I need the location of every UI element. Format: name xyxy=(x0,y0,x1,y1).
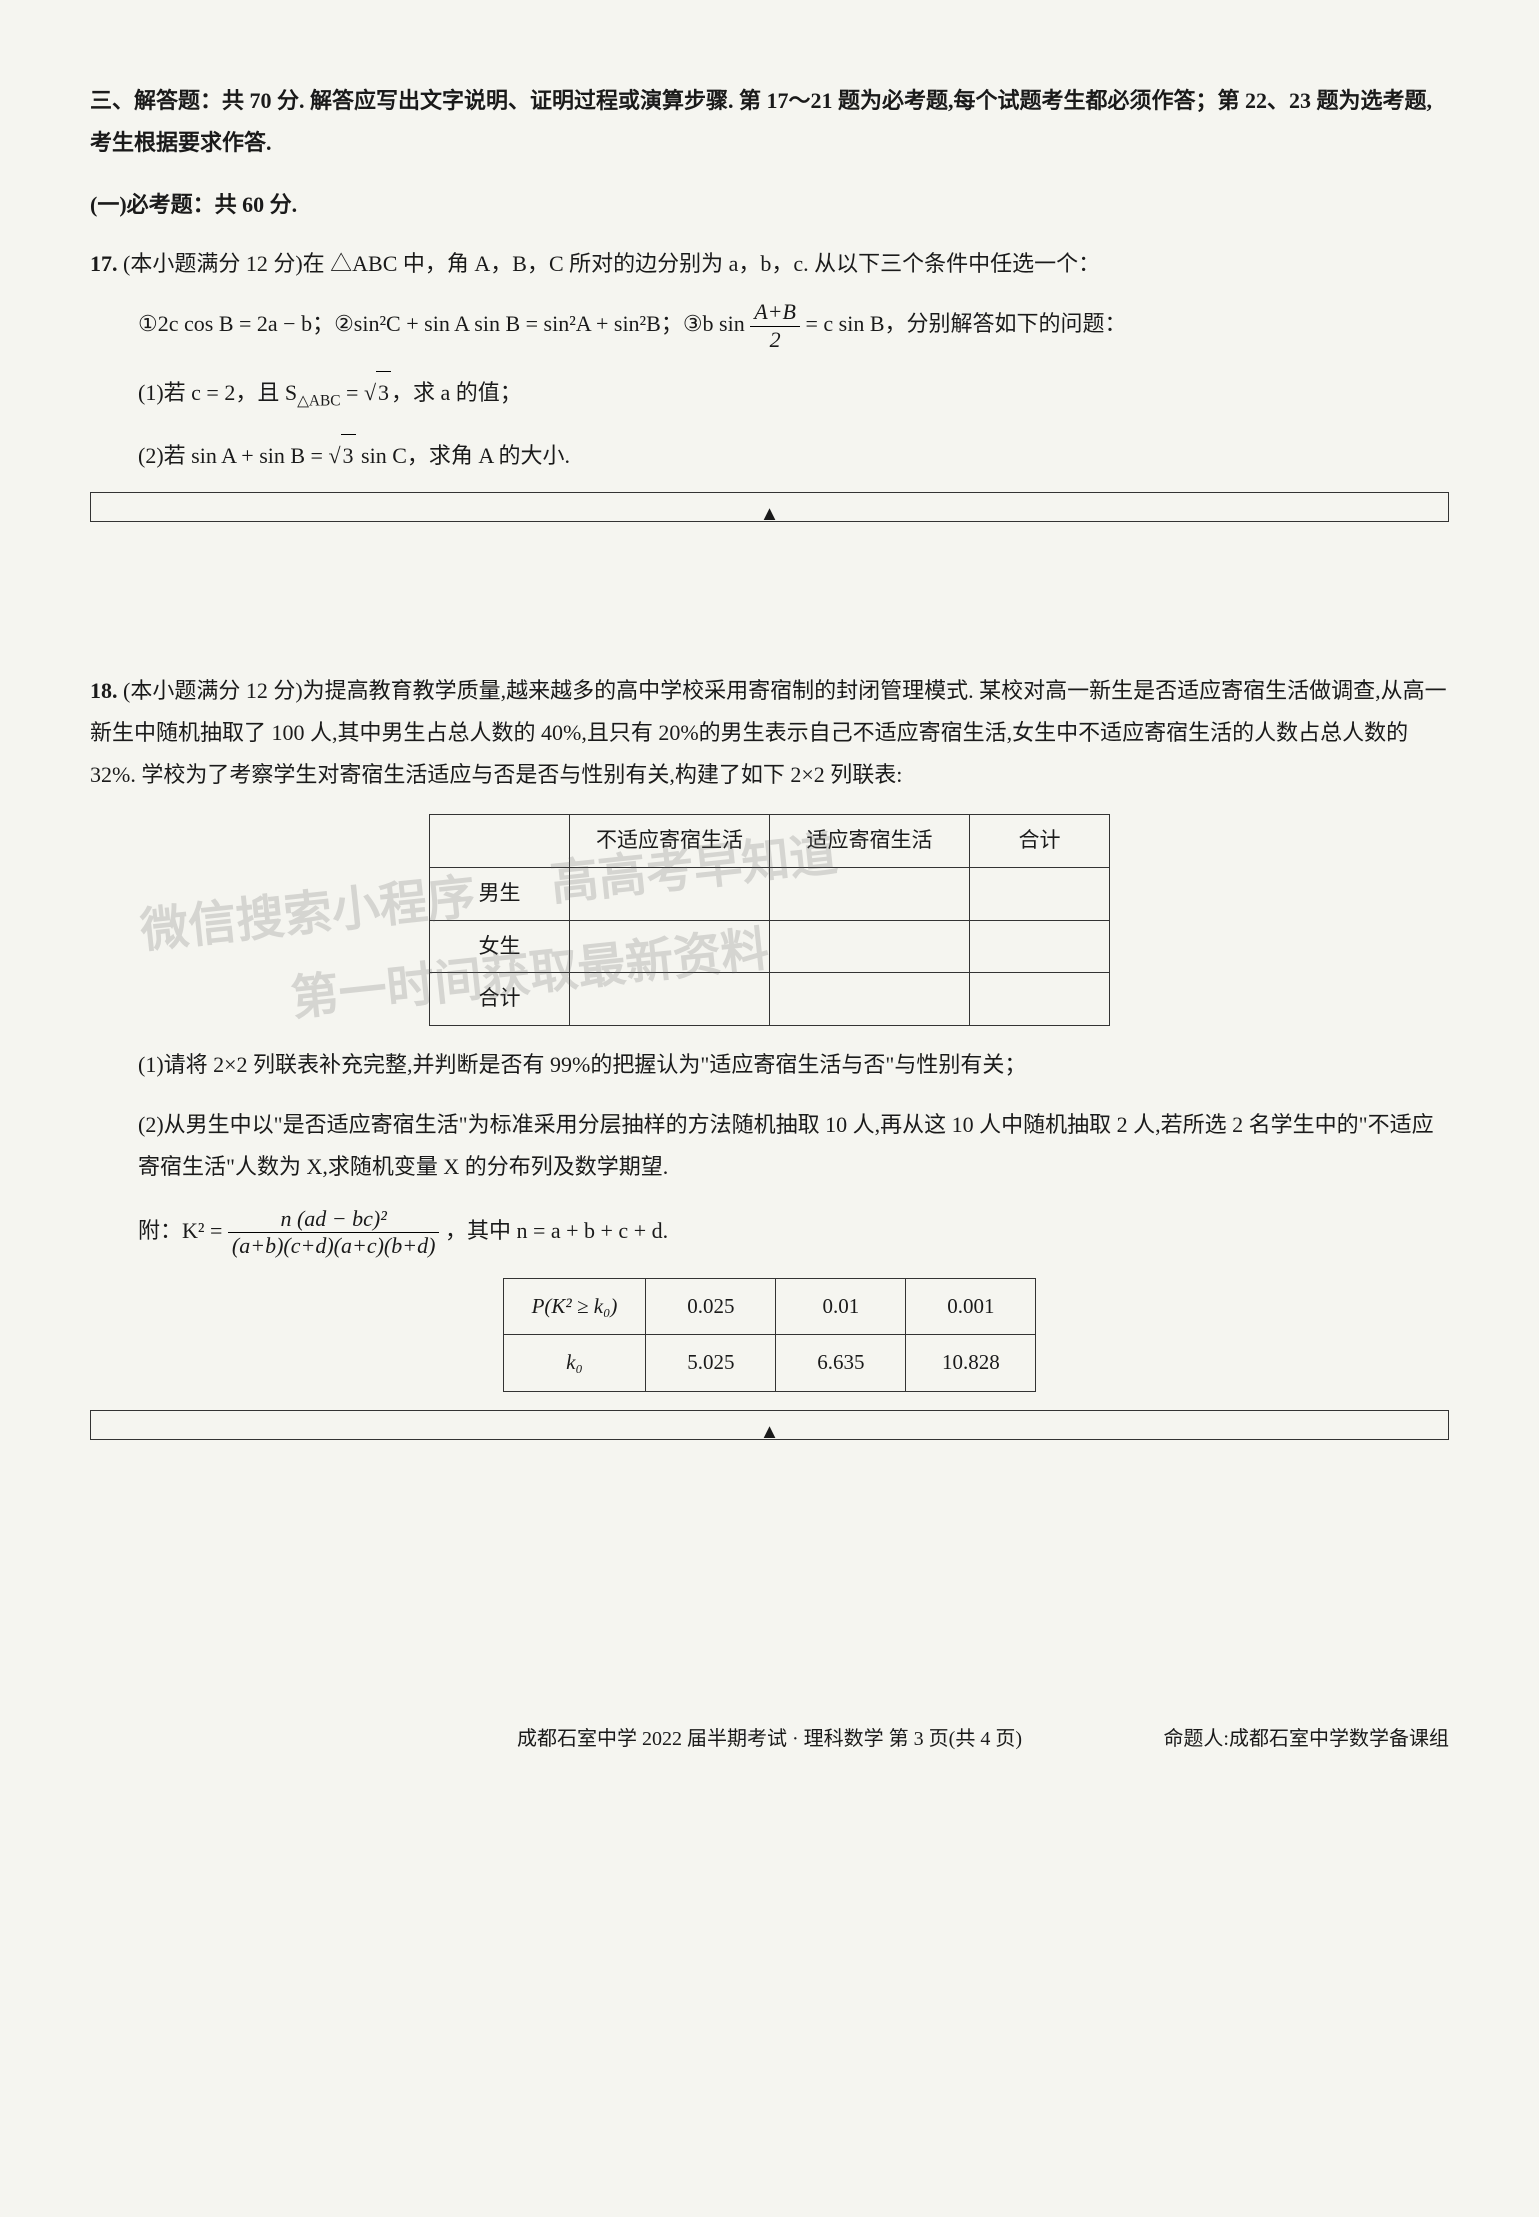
q17-sub2-sqrt: 3 xyxy=(341,434,356,477)
q18-formula-num: n (ad − bc)² xyxy=(228,1206,440,1233)
table-cell xyxy=(570,973,770,1026)
table-row: 男生 xyxy=(430,867,1110,920)
table-cell: 0.01 xyxy=(776,1278,906,1335)
q18-formula-prefix: 附：K² = xyxy=(138,1218,228,1243)
q17-cond-suffix: = c sin B，分别解答如下的问题： xyxy=(805,311,1126,336)
q17-sub2-suffix: sin C，求角 A 的大小. xyxy=(356,443,571,468)
table-cell: 10.828 xyxy=(906,1335,1036,1392)
table-cell: k₀ xyxy=(503,1335,646,1392)
table-cell xyxy=(570,867,770,920)
table-cell: 5.025 xyxy=(646,1335,776,1392)
q17-sub2-prefix: (2)若 sin A + sin B = xyxy=(138,443,328,468)
q17-sub1-sub: △ABC xyxy=(297,392,340,409)
table-cell xyxy=(970,973,1110,1026)
table-cell xyxy=(970,867,1110,920)
q17-number: 17. xyxy=(90,251,118,276)
table-cell: 0.001 xyxy=(906,1278,1036,1335)
question-17: 17. (本小题满分 12 分)在 △ABC 中，角 A，B，C 所对的边分别为… xyxy=(90,243,1449,476)
section-3-header: 三、解答题：共 70 分. 解答应写出文字说明、证明过程或演算步骤. 第 17～… xyxy=(90,80,1449,164)
answer-box-17 xyxy=(90,492,1449,522)
footer-right: 命题人:成都石室中学数学备课组 xyxy=(1163,1720,1449,1758)
footer-center: 成都石室中学 2022 届半期考试 · 理科数学 第 3 页(共 4 页) xyxy=(517,1728,1022,1750)
q18-formula-den: (a+b)(c+d)(a+c)(b+d) xyxy=(228,1233,440,1259)
table-cell: 适应寄宿生活 xyxy=(770,814,970,867)
table-row: 女生 xyxy=(430,920,1110,973)
table-cell xyxy=(970,920,1110,973)
table-cell: P(K² ≥ k₀) xyxy=(503,1278,646,1335)
q18-formula-suffix: ，其中 n = a + b + c + d. xyxy=(445,1218,668,1243)
table-row: P(K² ≥ k₀) 0.025 0.01 0.001 xyxy=(503,1278,1036,1335)
table-cell: 合计 xyxy=(430,973,570,1026)
q17-frac-den: 2 xyxy=(750,327,800,353)
subsection-required: (一)必考题：共 60 分. xyxy=(90,184,1449,226)
q18-intro: (本小题满分 12 分)为提高教育教学质量,越来越多的高中学校采用寄宿制的封闭管… xyxy=(90,678,1447,787)
table-cell: 男生 xyxy=(430,867,570,920)
table-cell: 0.025 xyxy=(646,1278,776,1335)
q18-formula: 附：K² = n (ad − bc)² (a+b)(c+d)(a+c)(b+d)… xyxy=(90,1206,1449,1260)
table-cell xyxy=(430,814,570,867)
table-cell: 不适应寄宿生活 xyxy=(570,814,770,867)
table-cell xyxy=(770,920,970,973)
table-row: k₀ 5.025 6.635 10.828 xyxy=(503,1335,1036,1392)
q17-conditions: ①2c cos B = 2a − b；②sin²C + sin A sin B … xyxy=(90,299,1449,353)
table-cell xyxy=(570,920,770,973)
table-cell xyxy=(770,973,970,1026)
table-row: 不适应寄宿生活 适应寄宿生活 合计 xyxy=(430,814,1110,867)
question-18: 18. (本小题满分 12 分)为提高教育教学质量,越来越多的高中学校采用寄宿制… xyxy=(90,670,1449,1392)
q17-intro: (本小题满分 12 分)在 △ABC 中，角 A，B，C 所对的边分别为 a，b… xyxy=(123,251,1100,276)
table-row: 合计 xyxy=(430,973,1110,1026)
q17-sub1-mid: = xyxy=(341,380,364,405)
table-cell xyxy=(770,867,970,920)
q18-sub1: (1)请将 2×2 列联表补充完整,并判断是否有 99%的把握认为"适应寄宿生活… xyxy=(90,1044,1449,1086)
page-footer: 成都石室中学 2022 届半期考试 · 理科数学 第 3 页(共 4 页) 命题… xyxy=(90,1720,1449,1758)
table-cell: 6.635 xyxy=(776,1335,906,1392)
table-cell: 合计 xyxy=(970,814,1110,867)
watermark-region: 微信搜索小程序 第一时间获取最新资料 高高考早知道 不适应寄宿生活 适应寄宿生活… xyxy=(90,814,1449,1027)
q17-sub1-sqrt: 3 xyxy=(376,371,391,414)
contingency-table: 不适应寄宿生活 适应寄宿生活 合计 男生 女生 合计 xyxy=(429,814,1110,1027)
q18-sub2: (2)从男生中以"是否适应寄宿生活"为标准采用分层抽样的方法随机抽取 10 人,… xyxy=(90,1104,1449,1188)
q17-frac-num: A+B xyxy=(750,299,800,326)
q17-sub1-prefix: (1)若 c = 2，且 S xyxy=(138,380,297,405)
table-cell: 女生 xyxy=(430,920,570,973)
q17-sub1-suffix: ，求 a 的值； xyxy=(391,380,522,405)
q17-sub2: (2)若 sin A + sin B = √3 sin C，求角 A 的大小. xyxy=(90,434,1449,477)
q17-sub1: (1)若 c = 2，且 S△ABC = √3，求 a 的值； xyxy=(90,371,1449,416)
critical-value-table: P(K² ≥ k₀) 0.025 0.01 0.001 k₀ 5.025 6.6… xyxy=(503,1278,1037,1393)
answer-box-18 xyxy=(90,1410,1449,1440)
q17-cond-prefix: ①2c cos B = 2a − b；②sin²C + sin A sin B … xyxy=(138,311,745,336)
q18-number: 18. xyxy=(90,678,118,703)
